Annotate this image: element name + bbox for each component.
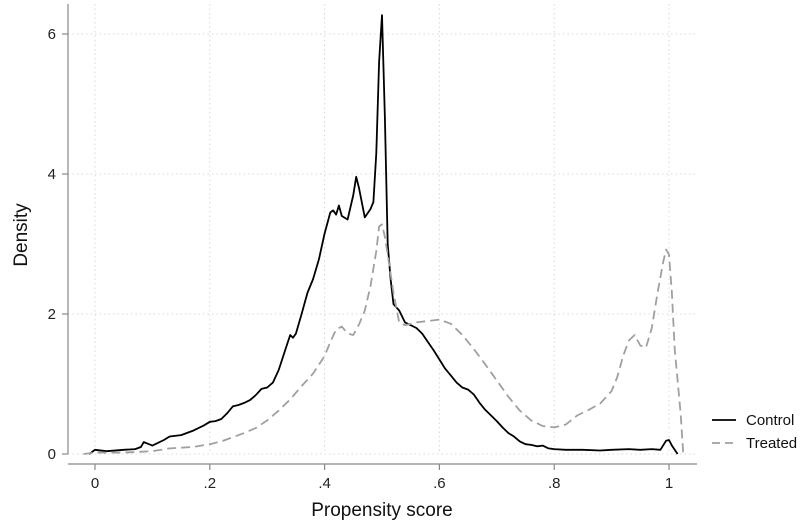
x-tick-label: .4 [318, 475, 331, 492]
legend-label-control: Control [746, 412, 794, 429]
axes: 0 2 4 6 0 .2 .4 .6 .8 1 [48, 4, 697, 492]
series-line-treated [83, 223, 685, 455]
x-tick-label: .2 [204, 475, 217, 492]
series-line-control [88, 14, 679, 455]
y-tick-label: 2 [48, 306, 56, 323]
x-tick-label: .6 [433, 475, 446, 492]
y-tick-label: 6 [48, 26, 56, 43]
y-tick-label: 4 [48, 166, 56, 183]
x-tick-label: .8 [548, 475, 561, 492]
x-tick-label: 0 [91, 475, 99, 492]
grid-lines [68, 4, 697, 455]
legend: Control Treated [712, 412, 797, 452]
x-tick-label: 1 [665, 475, 673, 492]
x-axis-title: Propensity score [311, 500, 453, 521]
y-tick-label: 0 [48, 446, 56, 463]
y-axis-title: Density [11, 203, 32, 267]
series-lines [83, 14, 685, 455]
legend-label-treated: Treated [746, 435, 797, 452]
